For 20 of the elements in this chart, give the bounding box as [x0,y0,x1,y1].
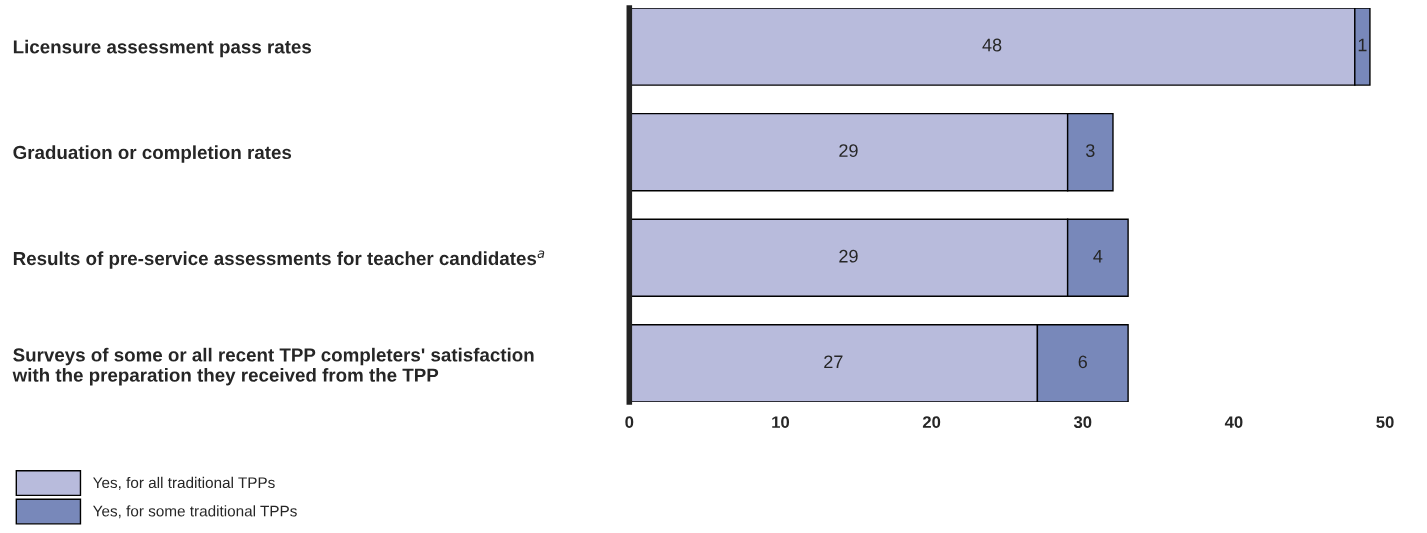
data-label: 29 [839,249,858,263]
legend-label: Yes, for all traditional TPPs [93,476,275,490]
data-label: 4 [1093,249,1103,263]
data-label: 27 [824,355,843,369]
y-tick-label: Licensure assessment pass rates [13,39,311,58]
data-label: 29 [839,144,858,157]
x-tick-label: 20 [922,416,941,429]
y-tick-label: Graduation or completion rates [13,145,292,163]
data-label: 6 [1078,355,1087,369]
legend-label: Yes, for some traditional TPPs [93,505,297,519]
data-label: 3 [1085,144,1095,157]
y-tick-label: Results of pre-service assessments for teacher candidates$^{a}$ [13,250,545,269]
x-tick-label: 10 [772,416,790,429]
x-tick-label: 50 [1376,416,1394,429]
x-tick-label: 0 [625,416,634,429]
data-label: 1 [1358,38,1367,52]
data-label: 48 [982,38,1002,52]
x-tick-label: 40 [1224,416,1243,429]
x-tick-label: 30 [1073,416,1092,429]
y-tick-label: Surveys of some or all recent TPP completers' satisfaction with the preparation they received from the TPP [12,347,534,386]
